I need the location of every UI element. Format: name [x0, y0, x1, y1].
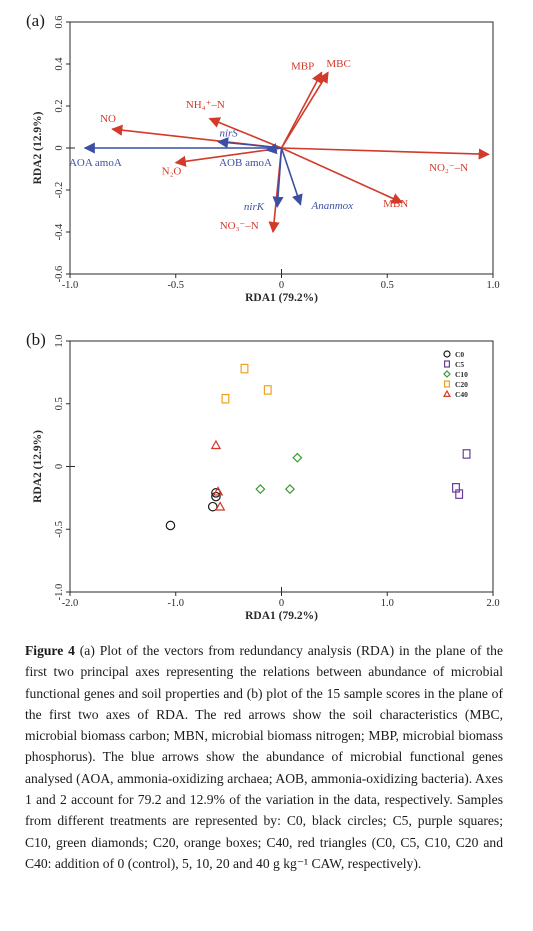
panel-b-x-tick-label: -1.0 — [167, 598, 184, 609]
arrow-label-no-n: NO₃⁻–N — [220, 220, 259, 232]
arrow-label-aob-amoa: AOB amoA — [219, 157, 272, 169]
legend-marker-c0 — [443, 350, 451, 358]
panel-a-rda-vectors: -1.0 -0.5 0 0.5 1.0 -0.6 -0.4 -0.2 0 0.2 0.4 0.6 RDA… — [26, 11, 500, 304]
legend-marker-c40 — [442, 389, 452, 397]
panel-b-y-tick-label: 0.5 — [54, 397, 65, 410]
panel-a-x-tick-label: -0.5 — [167, 280, 184, 291]
panel-a-y-tick-label: 0.2 — [54, 99, 65, 112]
panel-a-x-tick-label: 0 — [279, 280, 284, 291]
arrow-label-ananmox: Ananmox — [310, 200, 353, 212]
legend-marker-c10 — [443, 370, 451, 378]
panel-a-y-tick-label: 0 — [54, 145, 65, 150]
arrow-label-nh-n: NH₄⁺–N — [186, 99, 225, 111]
legend-label-c20: C20 — [455, 380, 468, 389]
panel-b-x-tick-label: 2.0 — [486, 598, 499, 609]
arrow-label-mbc: MBC — [326, 58, 350, 70]
point-c20 — [221, 393, 230, 404]
panel-a-y-tick-label: -0.6 — [54, 266, 65, 283]
point-c10 — [284, 484, 296, 495]
arrow-label-no-n: NO₂⁻–N — [429, 162, 468, 174]
panel-b-y-axis-label: RDA2 (12.9%) — [32, 430, 44, 503]
legend-marker-c5 — [444, 360, 451, 368]
panel-a-panel-label: (a) — [26, 11, 45, 30]
arrow-label-nirs: nirS — [219, 127, 238, 139]
point-c5 — [455, 489, 464, 499]
panel-b-plot-frame — [69, 340, 494, 593]
point-c20 — [263, 385, 272, 395]
point-c10 — [292, 452, 303, 463]
panel-b-y-tick-label: 0 — [54, 464, 65, 469]
point-c40 — [214, 501, 226, 511]
legend-marker-c20 — [444, 380, 451, 388]
legend-label-c0: C0 — [455, 350, 464, 359]
point-c40 — [210, 439, 222, 450]
arrow-mbc — [280, 71, 329, 149]
arrow-label-mbp: MBP — [291, 60, 314, 72]
legend-label-c5: C5 — [455, 360, 464, 369]
legend-label-c40: C40 — [455, 390, 468, 399]
arrow-label-mbn: MBN — [383, 198, 408, 210]
arrow-nirk — [272, 147, 284, 208]
panel-a-x-tick-label: 0.5 — [381, 280, 394, 291]
point-c10 — [255, 484, 266, 495]
panel-a-x-axis-label: RDA1 (79.2%) — [245, 292, 318, 304]
panel-b-x-axis-label: RDA1 (79.2%) — [245, 610, 318, 622]
point-c5 — [462, 449, 471, 459]
arrow-ananmox — [280, 147, 303, 206]
caption-text: (a) Plot of the vectors from redundancy … — [25, 643, 503, 871]
arrow-label-aoa-amoa: AOA amoA — [69, 157, 122, 169]
figure-caption: Figure 4 (a) Plot of the vectors from re… — [25, 640, 503, 874]
panel-a-x-tick-label: 1.0 — [486, 280, 499, 291]
panel-b-y-tick-label: -1.0 — [54, 584, 65, 601]
arrow-label-nirk: nirK — [244, 201, 265, 213]
panel-b-y-tick-label: -0.5 — [54, 521, 65, 538]
arrow-n-o — [174, 147, 282, 167]
panel-b-y-tick-label: 1.0 — [54, 334, 65, 347]
figure-canvas: -1.0 -0.5 0 0.5 1.0 -0.6 -0.4 -0.2 0 0.2 0.4 0.6 RDA… — [26, 11, 500, 622]
arrow-aob-amoa — [265, 143, 282, 155]
panel-a-y-axis-label: RDA2 (12.9%) — [32, 111, 44, 184]
arrow-nh-n — [208, 117, 282, 149]
arrow-mbn — [281, 147, 404, 204]
panel-a-y-tick-label: 0.4 — [54, 57, 65, 71]
panel-a-y-tick-label: -0.2 — [54, 182, 65, 199]
arrow-label-no: NO — [100, 113, 116, 125]
point-c0 — [211, 488, 221, 498]
point-c0 — [207, 501, 218, 512]
panel-b-x-tick-label: -2.0 — [62, 598, 79, 609]
arrow-label-n-o: N₂O — [162, 165, 182, 177]
legend-label-c10: C10 — [455, 370, 468, 379]
panel-a-x-tick-label: -1.0 — [62, 280, 79, 291]
point-c0 — [165, 520, 176, 531]
panel-a-y-tick-label: 0.6 — [54, 15, 65, 28]
panel-b-x-tick-label: 1.0 — [381, 598, 394, 609]
point-c40 — [212, 486, 224, 496]
arrow-mbp — [280, 71, 323, 149]
panel-a-y-tick-label: -0.4 — [54, 223, 65, 240]
panel-b-panel-label: (b) — [26, 330, 46, 349]
arrow-no-n — [281, 147, 490, 160]
caption-label: Figure 4 — [25, 643, 75, 658]
panel-b-x-tick-label: 0 — [279, 598, 284, 609]
point-c20 — [240, 363, 249, 374]
